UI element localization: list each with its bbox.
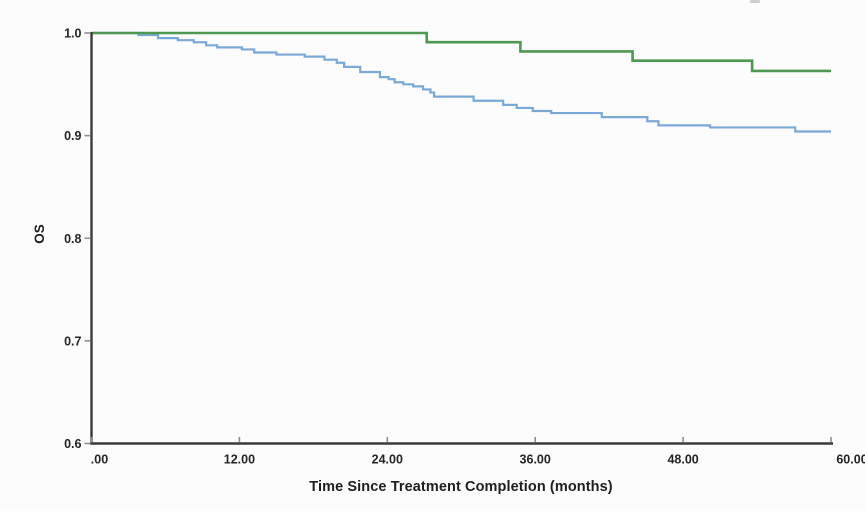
y-tick-label: 0.7 (64, 334, 81, 348)
y-tick-label: 1.0 (64, 27, 81, 41)
y-tick-label: 0.9 (64, 129, 81, 143)
x-axis-title: Time Since Treatment Completion (months) (309, 479, 613, 495)
x-tick-label: 60.00 (836, 453, 865, 467)
x-tick-label: 12.00 (224, 453, 255, 467)
y-tick-label: 0.6 (64, 437, 81, 451)
x-tick-label: 24.00 (372, 453, 403, 467)
green-survival-curve (91, 31, 831, 73)
cropped-artifact-mark (750, 0, 760, 3)
y-tick-label: 0.8 (64, 232, 81, 246)
x-tick-label: 48.00 (667, 453, 698, 467)
x-tick-label: 36.00 (520, 453, 551, 467)
x-tick-label: .00 (91, 453, 108, 467)
blue-survival-curve (91, 31, 831, 133)
